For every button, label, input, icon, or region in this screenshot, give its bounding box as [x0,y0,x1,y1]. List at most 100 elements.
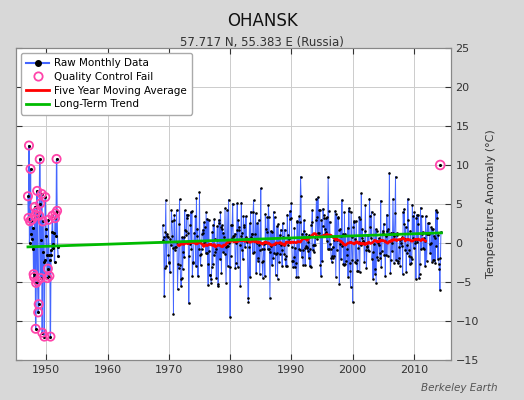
Point [405,247,413,253]
Point [260,272,269,279]
Point [30,274,38,280]
Point [291,245,300,251]
Point [415,275,423,282]
Point [166,269,174,276]
Point [400,206,408,212]
Point [355,238,363,245]
Point [405,253,413,260]
Point [277,226,285,233]
Point [363,244,372,250]
Point [184,230,192,236]
Point [26,218,34,224]
Point [423,231,431,238]
Point [254,255,263,262]
Point [41,256,49,263]
Point [212,275,221,281]
Point [232,240,241,246]
Point [51,210,60,217]
Point [436,162,444,168]
Point [372,280,380,286]
Point [46,334,54,340]
Point [165,258,173,265]
Point [217,270,226,276]
Point [406,261,414,268]
Point [47,252,56,258]
Point [370,211,378,217]
Point [286,208,294,214]
Point [412,215,421,222]
Point [331,235,339,241]
Point [375,235,383,241]
Point [364,232,372,238]
Point [334,215,342,221]
Point [234,217,243,223]
Point [43,266,52,272]
Point [228,200,237,207]
Point [365,196,374,202]
Point [248,250,257,256]
Point [379,220,388,227]
Point [318,223,326,229]
Point [396,262,405,269]
Point [356,269,364,275]
Point [407,254,415,260]
Point [44,217,52,223]
Point [309,242,318,248]
Point [310,249,318,256]
Point [159,222,167,228]
Point [411,239,420,246]
Point [392,257,400,264]
Point [179,266,187,272]
Point [287,215,295,221]
Point [182,211,191,218]
Point [221,244,230,250]
Point [46,257,54,263]
Point [241,237,249,243]
Point [320,226,329,232]
Point [35,301,43,307]
Point [349,224,357,230]
Point [382,252,390,258]
Point [301,242,310,249]
Point [276,232,284,238]
Point [231,264,239,271]
Point [215,220,224,226]
Point [190,229,199,236]
Point [271,271,280,278]
Point [24,215,32,221]
Point [431,234,439,241]
Point [276,251,285,258]
Point [39,218,47,225]
Point [420,238,429,244]
Point [180,234,188,240]
Point [159,237,168,244]
Point [179,248,188,255]
Point [219,222,227,229]
Point [351,236,359,242]
Point [200,219,208,226]
Point [342,258,350,264]
Point [347,209,355,216]
Point [354,267,362,274]
Point [160,234,168,240]
Point [246,208,255,215]
Point [420,234,428,241]
Point [41,194,50,200]
Point [205,272,214,278]
Point [269,209,278,215]
Point [38,330,47,336]
Point [324,174,332,180]
Point [400,236,409,243]
Point [305,263,314,270]
Point [390,233,399,240]
Point [178,234,187,240]
Point [163,232,171,239]
Point [173,286,182,293]
Point [25,142,33,149]
Point [31,212,39,219]
Point [308,207,316,214]
Point [51,215,59,221]
Point [285,234,293,241]
Point [304,254,313,261]
Point [167,242,175,248]
